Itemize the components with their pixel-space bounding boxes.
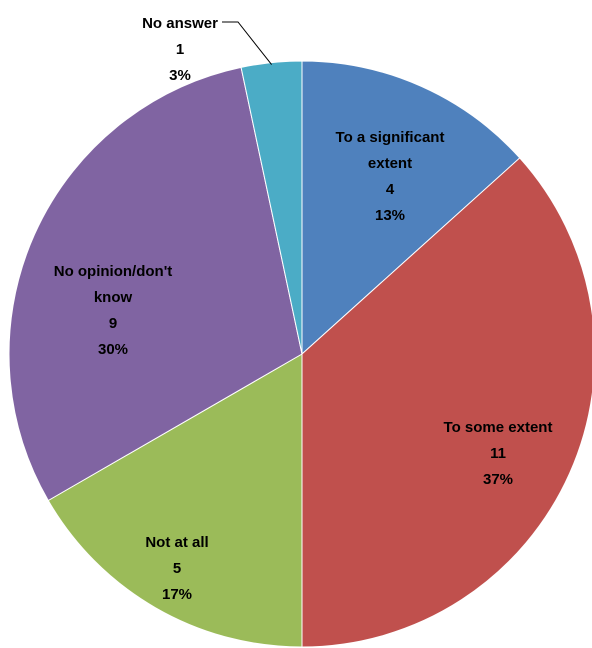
pie-slice-3 [8, 66, 303, 502]
pie-slices [8, 60, 592, 648]
pie-label-0: To a significant extent 4 13% [336, 129, 445, 224]
pie-label-2: Not at all 5 17% [145, 534, 208, 603]
pie-slice-0 [301, 60, 521, 356]
pie-labels: To a significant extent 4 13% To some extent… [54, 15, 553, 603]
pie-slice-4 [240, 60, 303, 355]
pie-label-1: To some extent 11 37% [444, 419, 553, 488]
pie-slice-2 [47, 353, 303, 648]
pie-label-4: No answer 1 3% [142, 15, 218, 84]
pie-slice-1 [301, 157, 592, 648]
pie-label-3: No opinion/don't know 9 30% [54, 263, 173, 358]
leader-line [222, 21, 272, 65]
